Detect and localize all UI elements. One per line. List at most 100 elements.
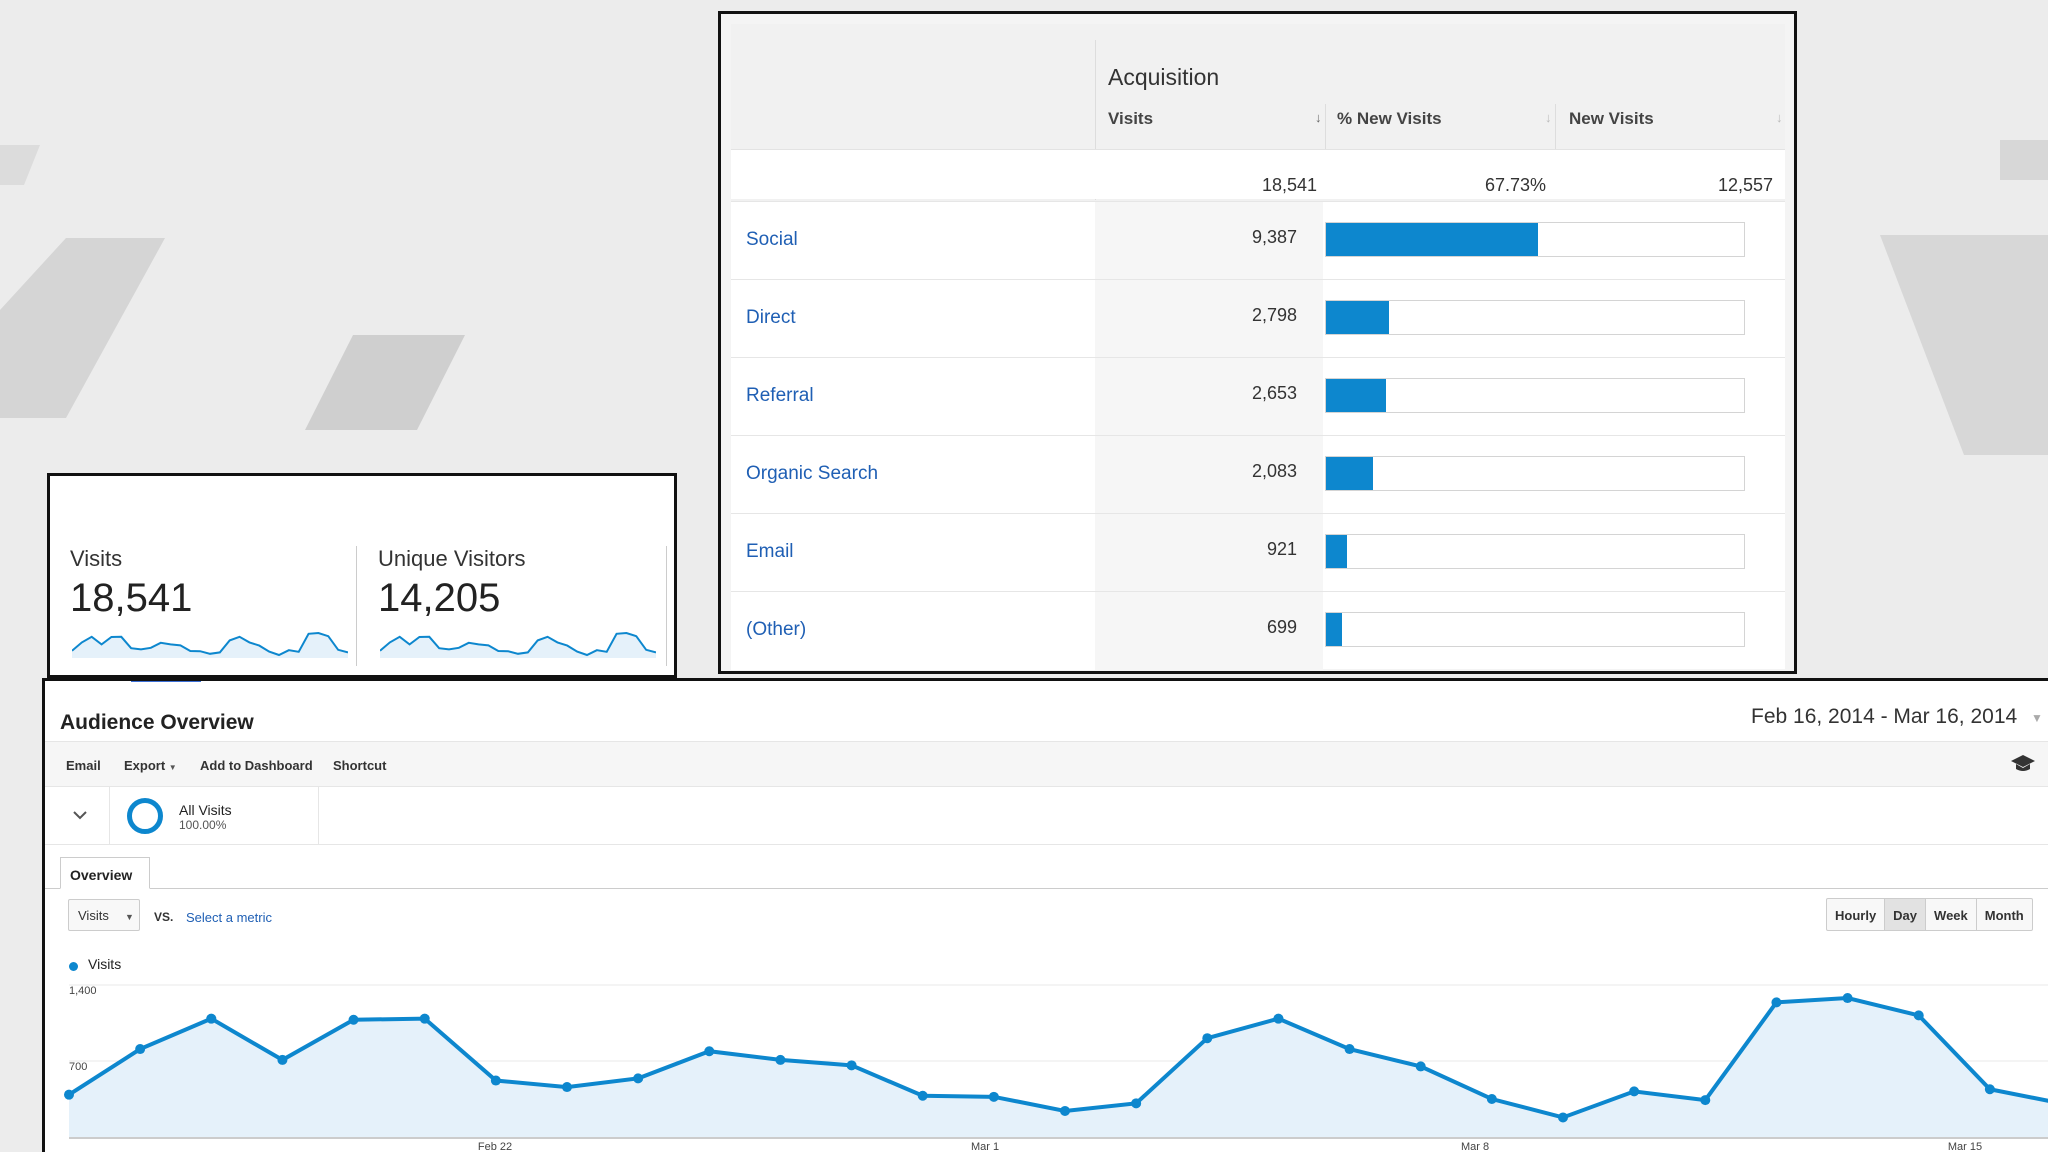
data-point[interactable] — [775, 1054, 786, 1065]
total-visits: 18,541 — [1261, 175, 1317, 195]
unique-visitors-sparkline — [380, 631, 656, 658]
period-hourly[interactable]: Hourly — [1827, 899, 1886, 930]
visits-line-chart — [64, 984, 2048, 1139]
period-day[interactable]: Day — [1885, 899, 1927, 930]
data-point[interactable] — [1771, 997, 1782, 1008]
segment-percent: 100.00% — [179, 818, 227, 832]
legend-dot — [69, 962, 78, 971]
data-point[interactable] — [846, 1060, 857, 1071]
background-shape — [2000, 140, 2048, 180]
x-tick-label: Mar 1 — [970, 1141, 1000, 1152]
channel-link[interactable]: Referral — [746, 385, 814, 406]
table-row: Organic Search 2,083 — [731, 435, 1785, 514]
data-point[interactable] — [917, 1090, 928, 1101]
segment-name: All Visits — [179, 802, 232, 818]
data-point[interactable] — [490, 1075, 501, 1086]
x-tick-label: Feb 22 — [477, 1141, 513, 1152]
row-visits: 2,083 — [1251, 461, 1297, 481]
graduation-cap-icon[interactable] — [2010, 752, 2036, 774]
data-point[interactable] — [1486, 1094, 1497, 1104]
sparkline-line — [380, 631, 656, 657]
data-point[interactable] — [1984, 1084, 1995, 1095]
page-title: Audience Overview — [60, 711, 254, 734]
period-month[interactable]: Month — [1984, 908, 2024, 923]
percent-bar-fill — [1326, 379, 1386, 412]
period-week[interactable]: Week — [1926, 899, 1977, 930]
visits-metric[interactable]: Visits 18,541 — [70, 546, 192, 621]
column-pct-new-visits[interactable]: % New Visits — [1337, 109, 1442, 128]
data-point[interactable] — [988, 1091, 999, 1102]
channel-link[interactable]: Organic Search — [746, 463, 879, 484]
sort-desc-icon[interactable]: ↓ — [1315, 110, 1322, 125]
data-point[interactable] — [348, 1014, 359, 1025]
data-point[interactable] — [1344, 1044, 1355, 1055]
data-point[interactable] — [1913, 1010, 1924, 1021]
sort-icon[interactable]: ↓ — [1545, 110, 1552, 125]
active-indicator — [131, 681, 201, 682]
channel-link[interactable]: Email — [746, 541, 794, 562]
export-button[interactable]: Export ▼ — [124, 758, 177, 773]
segment-ring-icon — [127, 798, 163, 834]
background-shape — [0, 145, 40, 185]
percent-bar-fill — [1326, 457, 1373, 490]
y-tick-label: 1,400 — [69, 985, 97, 997]
unique-visitors-metric[interactable]: Unique Visitors 14,205 — [378, 546, 526, 621]
summary-metrics-panel: Visits 18,541 Unique Visitors 14,205 — [47, 473, 677, 678]
y-tick-label: 700 — [69, 1061, 88, 1073]
segment-row: All Visits 100.00% — [45, 787, 2048, 845]
channel-link[interactable]: Direct — [746, 307, 796, 328]
table-row: Referral 2,653 — [731, 357, 1785, 436]
data-point[interactable] — [1629, 1086, 1640, 1097]
data-point[interactable] — [1273, 1013, 1284, 1024]
add-to-dashboard-button[interactable]: Add to Dashboard — [200, 758, 313, 773]
divider — [666, 546, 667, 666]
percent-bar-fill — [1326, 535, 1347, 568]
channel-link[interactable]: (Other) — [746, 619, 807, 640]
channel-link[interactable]: Social — [746, 229, 798, 250]
row-visits: 2,653 — [1251, 383, 1297, 403]
email-button[interactable]: Email — [66, 758, 101, 773]
date-range-picker[interactable]: Feb 16, 2014 - Mar 16, 2014 — [1751, 705, 2018, 728]
sparkline-area — [72, 633, 348, 658]
chevron-down-icon[interactable] — [72, 807, 88, 823]
percent-bar — [1325, 534, 1745, 569]
data-point[interactable] — [704, 1046, 715, 1057]
tab-overview[interactable]: Overview — [60, 857, 150, 889]
period-toggle: Hourly Day Week Month — [1826, 898, 2033, 931]
data-point[interactable] — [206, 1013, 217, 1024]
table-row: Direct 2,798 — [731, 279, 1785, 358]
percent-bar-fill — [1326, 223, 1538, 256]
data-point[interactable] — [562, 1082, 572, 1093]
data-point[interactable] — [1558, 1112, 1568, 1123]
data-point[interactable] — [419, 1013, 430, 1024]
segment-all-visits[interactable]: All Visits 100.00% — [109, 787, 319, 845]
data-point[interactable] — [633, 1073, 644, 1084]
column-visits[interactable]: Visits — [1108, 109, 1154, 128]
chevron-down-icon[interactable]: ▼ — [125, 912, 134, 922]
data-point[interactable] — [1415, 1061, 1426, 1072]
chevron-down-icon[interactable]: ▼ — [2031, 711, 2043, 725]
data-point[interactable] — [1131, 1098, 1142, 1109]
legend-label: Visits — [88, 956, 122, 972]
sort-icon[interactable]: ↓ — [1776, 110, 1783, 125]
row-visits: 2,798 — [1251, 305, 1297, 325]
row-visits: 9,387 — [1251, 227, 1297, 247]
select-metric-link[interactable]: Select a metric — [186, 910, 272, 925]
data-point[interactable] — [1700, 1095, 1711, 1106]
data-point[interactable] — [1842, 993, 1853, 1004]
visits-sparkline — [72, 631, 348, 658]
column-new-visits[interactable]: New Visits — [1569, 109, 1654, 128]
column-divider — [1095, 40, 1096, 200]
percent-bar — [1325, 456, 1745, 491]
metric-select[interactable]: Visits — [68, 899, 140, 931]
unique-visitors-value: 14,205 — [378, 576, 501, 620]
data-point[interactable] — [1202, 1033, 1213, 1044]
data-point[interactable] — [135, 1044, 146, 1055]
data-point[interactable] — [277, 1054, 288, 1065]
data-point[interactable] — [64, 1089, 74, 1100]
report-toolbar: Email Export ▼ Add to Dashboard Shortcut — [45, 741, 2048, 787]
total-pct-new-visits: 67.73% — [1484, 175, 1546, 195]
data-point[interactable] — [1060, 1105, 1070, 1116]
unique-visitors-label: Unique Visitors — [378, 546, 526, 571]
shortcut-button[interactable]: Shortcut — [333, 758, 387, 773]
